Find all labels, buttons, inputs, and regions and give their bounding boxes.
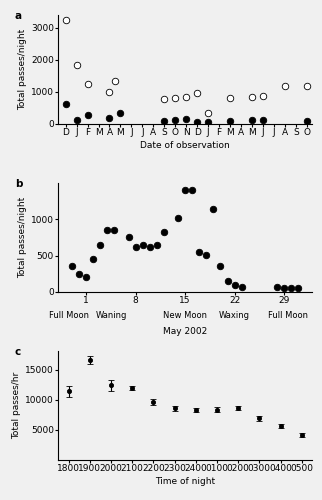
Point [63, 16, 68, 24]
Point [98, 242, 103, 250]
Point [289, 284, 294, 292]
Point [184, 93, 189, 101]
Text: a: a [15, 10, 22, 20]
Point [239, 282, 244, 290]
Point [85, 111, 90, 119]
Point [232, 282, 237, 290]
Y-axis label: Total passes/night: Total passes/night [18, 197, 27, 278]
Point [173, 94, 178, 102]
Point [183, 186, 188, 194]
Point [91, 255, 96, 263]
Point [206, 108, 211, 116]
Point [105, 226, 110, 234]
Text: Full Moon: Full Moon [49, 312, 89, 320]
Point [206, 118, 211, 126]
Point [225, 277, 230, 285]
Point [126, 233, 131, 241]
Text: New Moon: New Moon [163, 312, 207, 320]
Text: Waxing: Waxing [219, 312, 250, 320]
Point [63, 100, 68, 108]
Y-axis label: Total passes/hr: Total passes/hr [12, 372, 21, 440]
Point [133, 243, 138, 251]
Point [190, 186, 195, 194]
Point [74, 116, 79, 124]
Point [204, 251, 209, 259]
Point [70, 262, 75, 270]
Point [197, 248, 202, 256]
Point [250, 93, 255, 101]
X-axis label: Time of night: Time of night [155, 478, 215, 486]
Point [194, 118, 200, 126]
Point [162, 96, 167, 104]
Point [194, 89, 200, 97]
Text: b: b [15, 179, 22, 189]
Point [107, 114, 112, 122]
Point [162, 117, 167, 125]
Point [228, 116, 233, 124]
Point [112, 226, 117, 234]
Point [218, 262, 223, 270]
Point [250, 116, 255, 124]
Point [161, 228, 166, 236]
Point [304, 116, 309, 124]
Point [74, 62, 79, 70]
Point [118, 110, 123, 118]
Point [140, 242, 145, 250]
X-axis label: Date of observation: Date of observation [140, 141, 230, 150]
Point [107, 88, 112, 96]
Point [77, 270, 82, 278]
Point [304, 82, 309, 90]
Point [211, 204, 216, 212]
Point [281, 284, 287, 292]
Point [147, 243, 152, 251]
Point [260, 92, 266, 100]
Point [85, 80, 90, 88]
Point [184, 116, 189, 124]
Point [154, 242, 159, 250]
Y-axis label: Total passes/night: Total passes/night [18, 28, 27, 110]
Text: May 2002: May 2002 [163, 326, 207, 336]
Point [112, 77, 118, 85]
Point [282, 82, 288, 90]
Point [274, 282, 279, 290]
Text: c: c [15, 347, 21, 357]
Point [228, 94, 233, 102]
Point [260, 116, 266, 124]
Text: Waning: Waning [95, 312, 127, 320]
Point [84, 274, 89, 281]
Text: Full Moon: Full Moon [268, 312, 308, 320]
Point [175, 214, 181, 222]
Point [173, 116, 178, 124]
Point [296, 284, 301, 292]
